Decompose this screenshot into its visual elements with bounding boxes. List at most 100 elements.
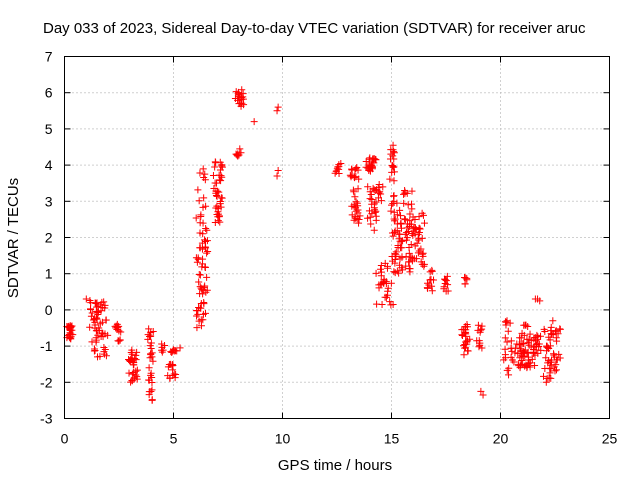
data-point (547, 374, 555, 382)
data-point (377, 197, 385, 205)
data-point (462, 326, 470, 334)
data-point (536, 297, 544, 305)
data-point (375, 284, 383, 292)
data-point (176, 344, 184, 352)
data-point (390, 155, 398, 163)
data-point (537, 346, 545, 354)
data-point (551, 328, 559, 336)
data-point (367, 163, 375, 171)
data-point (217, 172, 225, 180)
data-point (203, 226, 211, 234)
data-point (401, 215, 409, 223)
data-point (96, 352, 104, 360)
data-point (401, 216, 409, 224)
data-point (130, 361, 138, 369)
data-point (354, 166, 362, 174)
data-point (193, 324, 201, 332)
data-point (398, 253, 406, 261)
data-point (274, 103, 282, 111)
data-point (125, 369, 133, 377)
data-point (523, 349, 531, 357)
data-point (531, 362, 539, 370)
data-point (94, 331, 102, 339)
data-point (250, 118, 258, 126)
data-point (86, 323, 94, 331)
data-point (408, 257, 416, 265)
data-point (216, 218, 224, 226)
data-point (201, 236, 209, 244)
data-point (375, 180, 383, 188)
data-point (418, 234, 426, 242)
data-point (115, 337, 123, 345)
data-point (366, 213, 374, 221)
data-point (350, 174, 358, 182)
data-point (501, 334, 509, 342)
data-point (87, 305, 95, 313)
y-tick-label: 5 (45, 121, 53, 137)
data-point (102, 352, 110, 360)
data-point (520, 339, 528, 347)
data-point (172, 370, 180, 378)
data-point (356, 212, 364, 220)
data-point (217, 203, 225, 211)
data-point (398, 264, 406, 272)
data-point (237, 149, 245, 157)
data-point (218, 173, 226, 181)
data-point (97, 307, 105, 315)
data-point (200, 299, 208, 307)
data-point (526, 363, 534, 371)
data-point (274, 167, 282, 175)
data-point (461, 280, 469, 288)
data-point (236, 145, 244, 153)
data-point (390, 268, 398, 276)
data-point (348, 211, 356, 219)
data-point (428, 282, 436, 290)
data-point (415, 213, 423, 221)
data-point (199, 165, 207, 173)
data-point (337, 160, 345, 168)
data-point (389, 162, 397, 170)
data-point (133, 375, 141, 383)
data-point (201, 176, 209, 184)
data-point (526, 330, 534, 338)
data-point (396, 206, 404, 214)
data-point (406, 265, 414, 273)
data-point (406, 210, 414, 218)
data-point (159, 346, 167, 354)
data-point (477, 387, 485, 395)
data-point (379, 183, 387, 191)
x-axis-label: GPS time / hours (278, 457, 392, 474)
data-point (444, 281, 452, 289)
data-point (98, 298, 106, 306)
data-point (390, 215, 398, 223)
data-point (386, 175, 394, 183)
data-point (518, 356, 526, 364)
data-point (389, 301, 397, 309)
data-point (390, 149, 398, 157)
data-point (88, 309, 96, 317)
data-point (197, 322, 205, 330)
data-point (504, 327, 512, 335)
data-point (464, 347, 472, 355)
data-point (350, 216, 358, 224)
data-point (128, 370, 136, 378)
data-point (510, 358, 518, 366)
data-point (478, 322, 486, 330)
data-point (202, 225, 210, 233)
data-point (149, 328, 157, 336)
data-point (127, 378, 135, 386)
data-point (211, 163, 219, 171)
data-point (390, 177, 398, 185)
data-point (93, 299, 101, 307)
data-point (98, 329, 106, 337)
data-point (148, 396, 156, 404)
data-point (525, 356, 533, 364)
data-point (384, 284, 392, 292)
data-point (463, 276, 471, 284)
data-point (273, 172, 281, 180)
data-point (556, 354, 564, 362)
y-tick-label: 4 (45, 157, 53, 173)
data-point (104, 331, 112, 339)
data-point (539, 372, 547, 380)
data-point (405, 258, 413, 266)
